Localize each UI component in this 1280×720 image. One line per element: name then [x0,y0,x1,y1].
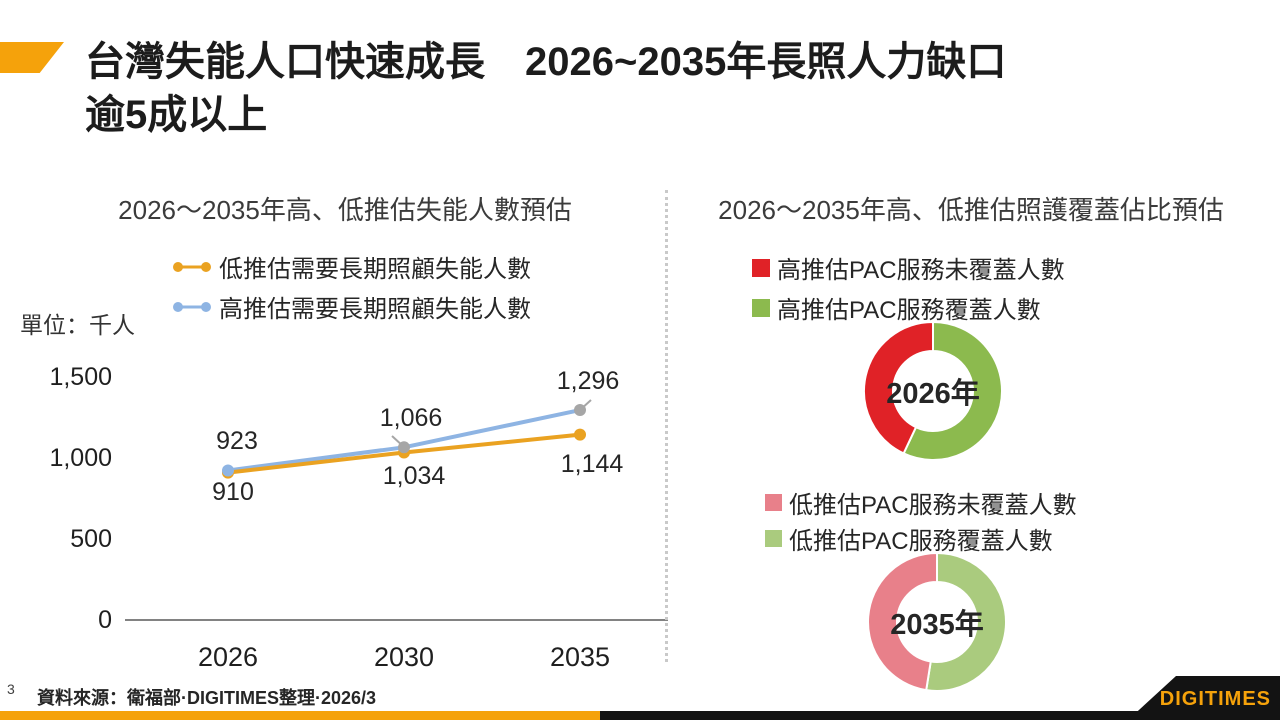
section-divider [665,190,668,662]
data-label-high-2035: 1,296 [556,367,620,395]
data-label-low-2035: 1,144 [560,450,624,478]
legend-label-low: 低推估需要長期照顧失能人數 [219,256,531,283]
line-marker-orange-icon [173,261,211,272]
digitimes-logo: DIGITIMES [1159,688,1271,710]
x-tick-2030: 2030 [373,642,435,672]
legend-item-high-covered: 高推估PAC服務覆蓋人數 [752,290,1041,325]
red-square-icon [752,258,770,277]
leader-tick-2030 [391,435,405,448]
legend-item-high-estimate: 高推估需要長期照顧失能人數 [172,289,531,324]
pink-square-icon [765,494,782,511]
accent-parallelogram [0,42,64,73]
legend-item-low-uncovered: 低推估PAC服務未覆蓋人數 [765,485,1077,520]
legend-label-low-uncovered: 低推估PAC服務未覆蓋人數 [789,492,1077,519]
green-square-icon [752,298,770,317]
unit-label: 單位：千人 [20,312,135,338]
data-label-low-2026: 910 [212,478,254,506]
legend-label-low-covered: 低推估PAC服務覆蓋人數 [789,528,1053,555]
point-marker-low-2030 [398,446,410,459]
donut-label-2026: 2026年 [886,378,980,410]
data-label-high-2026: 923 [216,427,258,455]
y-tick-1000: 1,000 [49,444,112,472]
legend-item-high-uncovered: 高推估PAC服務未覆蓋人數 [752,250,1065,285]
legend-item-low-covered: 低推估PAC服務覆蓋人數 [765,521,1053,556]
legend-label-high-covered: 高推估PAC服務覆蓋人數 [777,297,1041,324]
footer-bar-black [600,711,1280,720]
point-marker-high-2035 [574,404,586,417]
leader-tick-2035 [579,399,592,411]
y-tick-1500: 1,500 [49,363,112,391]
y-tick-500: 500 [70,525,112,553]
page-number: 3 [7,681,15,697]
line-marker-blue-icon [173,301,211,312]
digitimes-logo-plate: DIGITIMES [1128,676,1280,720]
donut-label-2035: 2035年 [890,609,984,641]
x-tick-2026: 2026 [197,642,259,672]
legend-label-high-uncovered: 高推估PAC服務未覆蓋人數 [777,257,1065,284]
x-tick-2035: 2035 [549,642,611,672]
point-marker-high-2030 [398,441,410,454]
legend-item-low-estimate: 低推估需要長期照顧失能人數 [172,249,531,284]
y-tick-0: 0 [98,606,112,634]
slide-title-line1: 台灣失能人口快速成長 2026~2035年長照人力缺口 [85,40,1007,84]
footer-bar-orange [0,711,600,720]
slide-title: 台灣失能人口快速成長 2026~2035年長照人力缺口 逾5成以上 [85,36,1245,142]
donut-chart-title: 2026～2035年高、低推估照護覆蓋佔比預估 [718,195,1224,225]
lightgreen-square-icon [765,530,782,547]
line-chart-title: 2026～2035年高、低推估失能人數預估 [118,195,572,225]
slide-title-line2: 逾5成以上 [85,93,268,137]
data-label-low-2030: 1,034 [382,462,446,490]
point-marker-low-2035 [574,428,586,441]
source-note: 資料來源：衛福部·DIGITIMES整理·2026/3 [37,688,377,708]
point-marker-low-2026 [222,466,234,479]
data-label-high-2030: 1,066 [379,404,443,432]
point-marker-high-2026 [222,464,234,477]
legend-label-high: 高推估需要長期照顧失能人數 [219,296,531,323]
